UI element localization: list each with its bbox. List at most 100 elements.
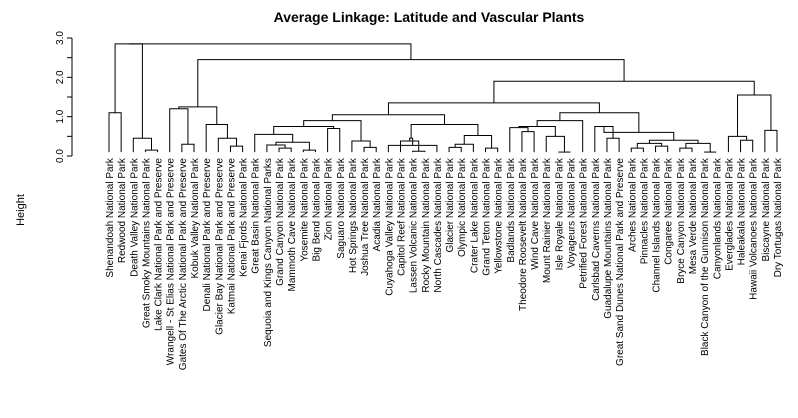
dendrogram-branch bbox=[178, 106, 218, 125]
leaf-label: Lake Clark National Park and Preserve bbox=[154, 158, 165, 331]
dendrogram-branch bbox=[302, 149, 316, 153]
leaf-label: Channel Islands National Park bbox=[652, 157, 663, 293]
leaf-label: Big Bend National Park bbox=[311, 157, 322, 261]
dendrogram-branch bbox=[679, 147, 693, 153]
leaf-label: Hot Springs National Park bbox=[348, 157, 359, 273]
dendrogram-branch bbox=[764, 129, 778, 153]
leaf-label: Yosemite National Park bbox=[299, 157, 310, 262]
dendrogram-branch bbox=[331, 114, 446, 125]
leaf-label: Kobuk Valley National Park bbox=[190, 157, 201, 278]
leaf-label: Death Valley National Park bbox=[129, 157, 140, 277]
leaf-label: Denali National Park and Preserve bbox=[202, 158, 213, 312]
leaf-label: Everglades National Park bbox=[724, 157, 735, 271]
leaf-label: North Cascades National Park bbox=[433, 157, 444, 293]
leaf-label: Dry Tortugas National Park bbox=[773, 157, 784, 277]
dendrogram-branch bbox=[606, 137, 620, 153]
leaf-label: Mount Rainier National Park bbox=[542, 157, 553, 283]
y-tick-label: 1.0 bbox=[55, 109, 66, 123]
dendrogram-branch bbox=[630, 147, 644, 153]
dendrogram-branch bbox=[128, 43, 412, 60]
leaf-label: Zion National Park bbox=[324, 157, 335, 240]
leaf-label: Redwood National Park bbox=[117, 157, 128, 263]
dendrogram-branch bbox=[254, 133, 294, 153]
leaf-label: Great Sand Dunes National Park and Prese… bbox=[615, 158, 626, 366]
dendrogram-branch bbox=[217, 137, 238, 153]
dendrogram-branch bbox=[303, 120, 362, 142]
dendrogram-branch bbox=[275, 141, 310, 151]
dendrogram-branch bbox=[114, 43, 143, 139]
leaf-label: Mammoth Cave National Park bbox=[287, 157, 298, 291]
leaf-label: Sequoia and Kings Canyon National Parks bbox=[263, 158, 274, 347]
leaf-label: Cuyahoga Valley National Park bbox=[384, 157, 395, 296]
leaf-label: Grand Canyon National Park bbox=[275, 157, 286, 286]
dendrogram-branch bbox=[648, 139, 699, 144]
dendrogram-branch bbox=[448, 146, 462, 153]
dendrogram-branch bbox=[559, 112, 640, 133]
y-tick-label: 0.0 bbox=[55, 149, 66, 163]
leaf-label: Olympic National Park bbox=[457, 157, 468, 257]
dendrogram-branches bbox=[108, 43, 778, 153]
leaf-label: Rocky Mountain National Park bbox=[421, 157, 432, 293]
dendrogram-branch bbox=[363, 146, 377, 153]
dendrogram-branch bbox=[169, 108, 189, 153]
dendrogram-branch bbox=[229, 145, 244, 153]
dendrogram-branch bbox=[493, 80, 755, 103]
leaf-label: Wrangell - St Elias National Park and Pr… bbox=[166, 158, 177, 366]
y-tick-label: 3.0 bbox=[55, 31, 66, 45]
dendrogram-branch bbox=[197, 59, 625, 107]
y-tick-label: 2.0 bbox=[55, 70, 66, 84]
leaf-labels: Shenandoah National Park Redwood National… bbox=[105, 157, 784, 370]
leaf-label: Gates Of The Arctic National Park and Pr… bbox=[178, 158, 189, 371]
dendrogram-branch bbox=[144, 149, 159, 153]
leaf-label: Saguaro National Park bbox=[336, 157, 347, 259]
leaf-label: Guadalupe Mountains National Park bbox=[603, 157, 614, 319]
leaf-label: Pinnacles National Park bbox=[639, 157, 650, 264]
leaf-label: Isle Royale National Park bbox=[554, 157, 565, 270]
leaf-label: Glacier Bay National Park and Preserve bbox=[214, 158, 225, 335]
leaf-label: Theodore Roosevelt National Park bbox=[518, 157, 529, 311]
leaf-label: Haleakala National Park bbox=[737, 157, 748, 265]
leaf-label: Lassen Volcanic National Park bbox=[409, 157, 420, 293]
leaf-label: Great Basin National Park bbox=[251, 157, 262, 274]
dendrogram-branch bbox=[521, 131, 535, 153]
leaf-label: Glacier National Park bbox=[445, 157, 456, 252]
dendrogram-branch bbox=[108, 112, 122, 153]
dendrogram-branch bbox=[727, 135, 748, 153]
leaf-label: Great Smoky Mountains National Park bbox=[141, 157, 152, 328]
dendrogram-branch bbox=[410, 124, 479, 139]
dendrogram-branch bbox=[463, 135, 493, 149]
leaf-label: Biscayne National Park bbox=[761, 157, 772, 261]
leaf-label: Voyageurs National Park bbox=[567, 157, 578, 268]
leaf-label: Canyonlands National Park bbox=[712, 157, 723, 279]
leaf-label: Shenandoah National Park bbox=[105, 157, 116, 278]
leaf-label: Carlsbad Caverns National Park bbox=[591, 157, 602, 301]
dendrogram-branch bbox=[399, 140, 420, 153]
y-axis: 0.0 1.0 2.0 3.0 bbox=[55, 31, 73, 163]
leaf-label: Acadia National Park bbox=[372, 157, 383, 251]
leaf-label: Yellowstone National Park bbox=[494, 157, 505, 274]
dendrogram-branch bbox=[273, 126, 335, 135]
leaf-label: Arches National Park bbox=[627, 157, 638, 252]
y-axis-label: Height bbox=[15, 194, 27, 226]
leaf-label: Mesa Verde National Park bbox=[688, 157, 699, 274]
dendrogram-branch bbox=[454, 143, 474, 153]
dendrogram-branch bbox=[485, 147, 499, 153]
dendrogram-branch bbox=[655, 145, 669, 153]
leaf-label: Capitol Reef National Park bbox=[396, 157, 407, 276]
dendrogram-branch bbox=[545, 135, 565, 153]
dendrogram-branch bbox=[409, 137, 414, 146]
dendrogram-branch bbox=[181, 143, 195, 153]
leaf-label: Hawaii Volcanoes National Park bbox=[749, 157, 760, 300]
leaf-label: Kenai Fjords National Park bbox=[239, 157, 250, 277]
dendrogram-branch bbox=[351, 140, 371, 153]
leaf-label: Petrified Forest National Park bbox=[579, 157, 590, 289]
leaf-label: Wind Cave National Park bbox=[530, 157, 541, 270]
leaf-label: Grand Teton National Park bbox=[482, 157, 493, 276]
leaf-label: Black Canyon of the Gunnison National Pa… bbox=[700, 157, 711, 356]
dendrogram-branch bbox=[266, 144, 286, 153]
dendrogram-branch bbox=[327, 127, 341, 153]
leaf-label: Badlands National Park bbox=[506, 157, 517, 263]
dendrogram-branch bbox=[278, 147, 292, 153]
leaf-label: Congaree National Park bbox=[664, 157, 675, 265]
